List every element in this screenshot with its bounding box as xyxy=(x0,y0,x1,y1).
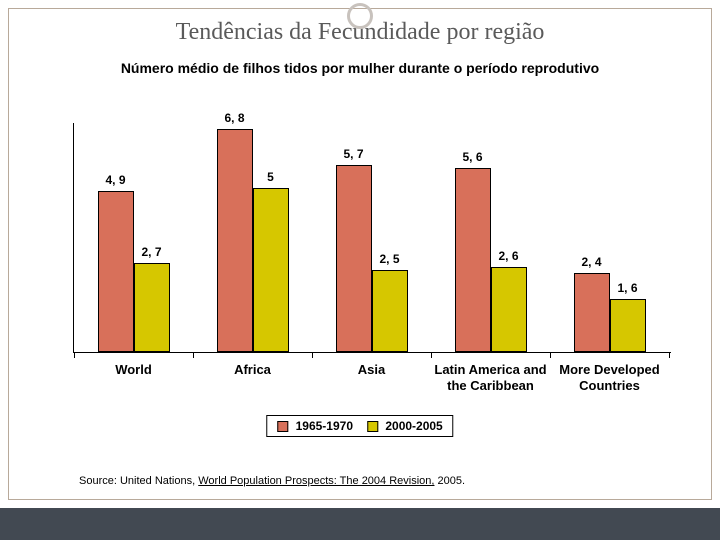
legend: 1965-1970 2000-2005 xyxy=(266,415,453,437)
x-tick xyxy=(312,352,313,358)
legend-swatch-icon xyxy=(277,421,288,432)
bar-value-label: 2, 5 xyxy=(360,252,420,266)
x-axis-label: Africa xyxy=(196,362,309,378)
slide-frame: Tendências da Fecundidade por região Núm… xyxy=(8,8,712,500)
x-axis-label: Asia xyxy=(315,362,428,378)
chart-subtitle: Número médio de filhos tidos por mulher … xyxy=(9,60,711,76)
bar xyxy=(610,299,646,352)
bar-value-label: 5, 6 xyxy=(443,150,503,164)
legend-label: 2000-2005 xyxy=(385,419,442,433)
chart-area: World4, 92, 7Africa6, 85Asia5, 72, 5Lati… xyxy=(73,123,671,353)
x-tick xyxy=(669,352,670,358)
bar-value-label: 2, 6 xyxy=(479,249,539,263)
legend-item: 1965-1970 xyxy=(277,419,353,433)
source-suffix: 2005. xyxy=(434,475,465,487)
bar xyxy=(491,267,527,352)
x-tick xyxy=(431,352,432,358)
bar-value-label: 6, 8 xyxy=(205,111,265,125)
bar xyxy=(372,270,408,352)
bar-value-label: 1, 6 xyxy=(598,281,658,295)
legend-item: 2000-2005 xyxy=(367,419,443,433)
plot-region: World4, 92, 7Africa6, 85Asia5, 72, 5Lati… xyxy=(73,123,671,353)
source-book: World Population Prospects: The 2004 Rev… xyxy=(198,475,434,487)
bar xyxy=(134,263,170,352)
legend-label: 1965-1970 xyxy=(296,419,353,433)
source-prefix: Source: United Nations, xyxy=(79,475,198,487)
source-citation: Source: United Nations, World Population… xyxy=(79,475,465,487)
bar-value-label: 5, 7 xyxy=(324,147,384,161)
bar xyxy=(253,188,289,352)
legend-swatch-icon xyxy=(367,421,378,432)
bar xyxy=(217,129,253,352)
bar-value-label: 2, 4 xyxy=(562,255,622,269)
x-tick xyxy=(550,352,551,358)
bar-value-label: 5 xyxy=(241,170,301,184)
bar-value-label: 2, 7 xyxy=(122,245,182,259)
x-axis-label: Latin America and the Caribbean xyxy=(434,362,547,393)
bottom-strip xyxy=(0,508,720,540)
x-axis-label: World xyxy=(77,362,190,378)
decorative-ring-icon xyxy=(347,3,373,29)
x-tick xyxy=(74,352,75,358)
x-tick xyxy=(193,352,194,358)
bar-value-label: 4, 9 xyxy=(86,173,146,187)
x-axis-label: More Developed Countries xyxy=(553,362,666,393)
bar xyxy=(98,191,134,352)
